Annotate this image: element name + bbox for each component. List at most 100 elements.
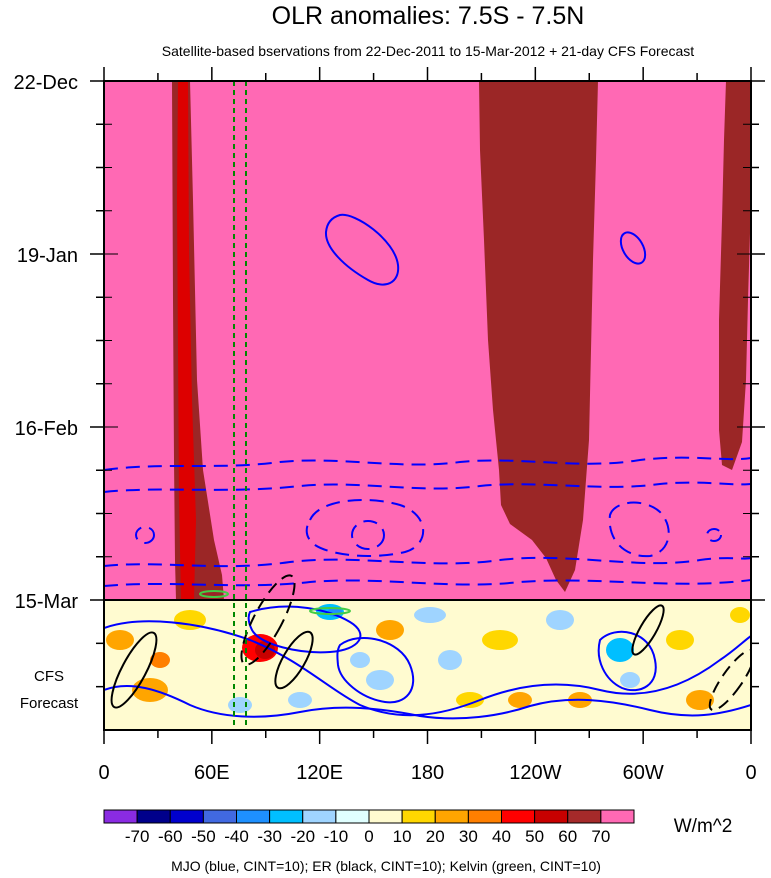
forecast-patch-16 [666, 630, 694, 650]
mjo-dashed-contours [104, 456, 751, 587]
colorbar-level-14: 60 [558, 827, 577, 846]
x-tick-label-1: 0 [98, 762, 109, 784]
x-tick-label-5: 120W [509, 762, 561, 784]
anomaly-streak-atlantic [719, 81, 751, 470]
colorbar-level-2: -60 [158, 827, 183, 846]
er-dashed-contour-1 [240, 574, 296, 666]
x-axis: 0 60E 120E 180 120W 60W 0 [98, 67, 757, 784]
er-dashed-contours [240, 574, 751, 712]
colorbar-level-8: 0 [364, 827, 373, 846]
colorbar-level-4: -40 [224, 827, 249, 846]
forecast-patch-24 [228, 697, 252, 713]
x-tick-label-3: 120E [296, 762, 343, 784]
mjo-dashed-band-3 [104, 556, 751, 568]
forecast-patch-14 [606, 638, 634, 662]
colorbar-level-6: -20 [290, 827, 315, 846]
colorbar-level-7: -10 [324, 827, 349, 846]
forecast-patch-18 [414, 607, 446, 623]
colorbar-level-13: 50 [525, 827, 544, 846]
forecast-patch-11 [482, 630, 518, 650]
forecast-patch-13 [546, 610, 574, 630]
peak-anomaly-cores [177, 81, 196, 600]
colorbar-level-1: -70 [125, 827, 150, 846]
forecast-patch-25 [350, 652, 370, 668]
er-contours [110, 574, 751, 712]
y-tick-label-1: 22-Dec [14, 72, 78, 94]
forecast-label-line-2: Forecast [20, 695, 79, 712]
mjo-contours [104, 213, 751, 720]
colorbar-swatch-14 [534, 809, 569, 824]
mask-lines [233, 81, 247, 730]
mjo-forecast-contour-4 [247, 605, 362, 654]
kelvin-contour-2 [309, 607, 351, 615]
mjo-forecast-contour-5 [597, 630, 657, 692]
mjo-dashed-band-4 [104, 579, 751, 587]
forecast-label-line-1: CFS [34, 668, 64, 685]
colorbar-swatch-5 [236, 809, 271, 824]
mjo-contour-obs-1 [324, 213, 400, 286]
colorbar-unit: W/m^2 [674, 816, 733, 837]
kelvin-contours [199, 590, 351, 615]
kelvin-contour-1 [199, 590, 229, 598]
forecast-patch-22 [456, 692, 484, 708]
er-contour-3 [631, 604, 665, 656]
colorbar-level-15: 70 [591, 827, 610, 846]
forecast-patch-15 [620, 672, 640, 688]
colorbar-swatch-2 [136, 809, 171, 824]
mjo-contour-obs-2 [619, 231, 647, 265]
colorbar-level-5: -30 [257, 827, 282, 846]
forecast-patch-9 [366, 670, 394, 690]
y-tick-label-2: 19-Jan [17, 245, 78, 267]
y-axis: 22-Dec 19-Jan 16-Feb 15-Mar [14, 72, 765, 688]
colorbar-swatch-1 [103, 809, 138, 824]
x-tick-label-4: 180 [411, 762, 444, 784]
mjo-forecast-contour-2 [104, 684, 751, 720]
forecast-patch-8 [376, 620, 404, 640]
colorbar-swatch-3 [169, 809, 204, 824]
chart-title: OLR anomalies: 7.5S - 7.5N [272, 2, 585, 30]
mjo-dashed-band-1 [104, 456, 751, 471]
legend-note: MJO (blue, CINT=10); ER (black, CINT=10)… [171, 858, 601, 874]
forecast-patch-10 [438, 650, 462, 670]
colorbar-swatch-15 [567, 809, 602, 824]
colorbar-swatch-9 [368, 809, 403, 824]
colorbar-swatch-10 [401, 809, 436, 824]
colorbar-swatch-8 [335, 809, 370, 824]
observation-field [104, 81, 751, 600]
colorbar-swatch-11 [434, 809, 469, 824]
peak-core-indian-ocean [177, 81, 196, 600]
x-tick-label-2: 60E [194, 762, 230, 784]
forecast-patch-21 [288, 692, 312, 708]
er-contour-1 [110, 631, 158, 709]
colorbar-level-11: 30 [459, 827, 478, 846]
chart-subtitle: Satellite-based bservations from 22-Dec-… [162, 43, 694, 59]
forecast-patch-20 [730, 607, 750, 623]
mjo-forecast-contour-3 [336, 636, 415, 704]
forecast-patch-12 [508, 692, 532, 708]
colorbar: -70 -60 -50 -40 -30 -20 -10 0 10 20 30 40 50 60 70 [103, 809, 635, 846]
forecast-patch-1 [106, 630, 134, 650]
x-tick-label-6: 60W [623, 762, 664, 784]
colorbar-level-10: 20 [426, 827, 445, 846]
colorbar-swatch-13 [501, 809, 536, 824]
er-contour-2 [274, 630, 314, 690]
mjo-dashed-loop-2 [608, 501, 670, 558]
colorbar-swatch-16 [600, 809, 635, 824]
colorbar-swatch-7 [302, 809, 337, 824]
colorbar-level-12: 40 [492, 827, 511, 846]
colorbar-swatch-4 [202, 809, 237, 824]
mjo-dashed-loop-3 [351, 520, 385, 550]
x-tick-label-7: 0 [745, 762, 756, 784]
y-tick-label-4: 15-Mar [15, 591, 79, 613]
colorbar-level-3: -50 [191, 827, 216, 846]
mjo-dashed-loop-4 [135, 526, 155, 544]
colorbar-level-9: 10 [393, 827, 412, 846]
er-dashed-contour-2 [708, 648, 751, 712]
forecast-patch-19 [150, 652, 170, 668]
mjo-dashed-loop-5 [706, 528, 722, 542]
forecast-patch-17 [686, 690, 714, 710]
mjo-dashed-band-2 [104, 481, 751, 493]
y-tick-label-3: 16-Feb [15, 418, 78, 440]
colorbar-swatch-6 [269, 809, 304, 824]
